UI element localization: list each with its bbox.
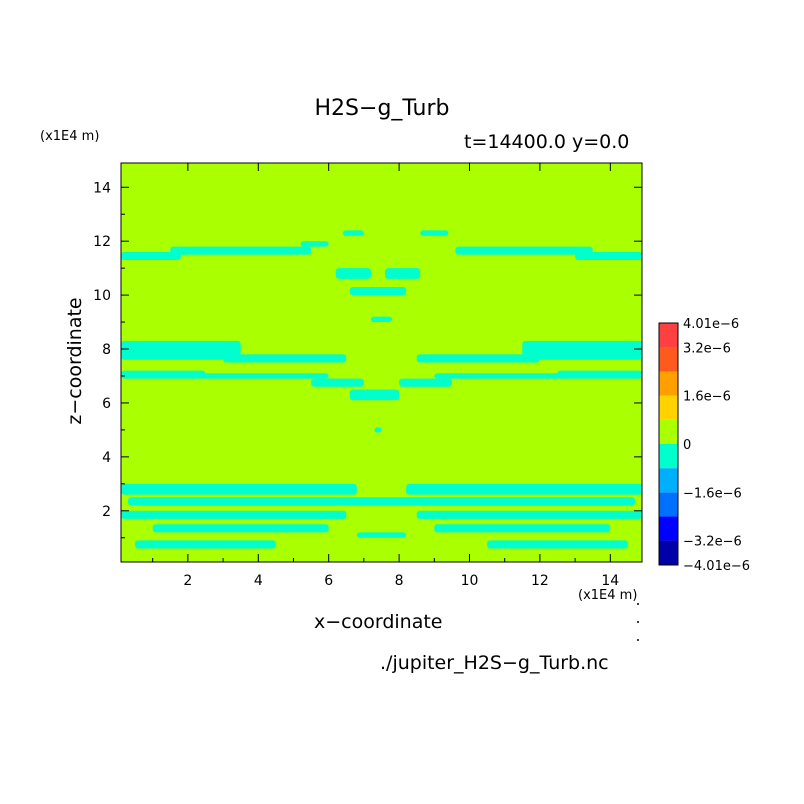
colorbar-tick-label: −4.01e−6 <box>683 559 750 574</box>
colorbar-band <box>659 347 678 372</box>
colorbar-tick-label: 4.01e−6 <box>683 317 739 332</box>
negative-anomaly-region <box>522 340 642 360</box>
negative-anomaly-region <box>416 354 540 363</box>
negative-anomaly-region <box>374 427 382 433</box>
chart-title: H2S−g_Turb <box>314 96 450 121</box>
heatmap-field <box>121 163 642 562</box>
negative-anomaly-region <box>406 483 642 495</box>
x-axis-label: x−coordinate <box>314 611 443 633</box>
colorbar-band <box>659 323 678 348</box>
plot-axes: 2 4 6 8 10 12 14 2 4 6 8 10 12 14 <box>93 162 643 641</box>
x-tick-label: 12 <box>531 573 549 589</box>
colorbar-tick-label: 3.2e−6 <box>683 341 731 356</box>
negative-anomaly-region <box>370 316 393 323</box>
y-tick-label: 6 <box>102 396 111 412</box>
y-axis-label: z−coordinate <box>64 297 86 425</box>
source-file-label: ./jupiter_H2S−g_Turb.nc <box>380 652 609 674</box>
y-tick-label: 10 <box>93 288 111 304</box>
plot-frame <box>120 162 643 563</box>
negative-anomaly-region <box>121 510 347 519</box>
negative-anomaly-region <box>434 524 611 533</box>
negative-anomaly-region <box>311 378 364 387</box>
y-tick-label: 2 <box>102 504 111 520</box>
x-tick-label: 14 <box>601 573 619 589</box>
negative-anomaly-region <box>434 373 565 379</box>
y-tick-label: 12 <box>93 234 111 250</box>
field-background <box>121 163 642 562</box>
negative-anomaly-region <box>135 540 276 549</box>
colorbar-tick-label: 0 <box>683 438 691 453</box>
colorbar: 4.01e−6 3.2e−6 1.6e−6 0 −1.6e−6 −3.2e−6 −4.01e… <box>658 317 750 574</box>
dot-mark <box>637 639 639 641</box>
chart-subtitle: t=14400.0 y=0.0 <box>464 131 630 153</box>
colorbar-tick-label: −1.6e−6 <box>683 486 742 501</box>
colorbar-tick-label: −3.2e−6 <box>683 535 742 550</box>
colorbar-band <box>659 516 678 541</box>
negative-anomaly-region <box>399 378 452 387</box>
dot-mark <box>637 621 639 623</box>
negative-anomaly-region <box>356 532 407 538</box>
y-tick-label: 14 <box>93 180 111 196</box>
y-tick-label: 8 <box>102 342 111 358</box>
x-tick-label: 6 <box>324 573 333 589</box>
colorbar-frame <box>658 322 679 566</box>
dot-mark <box>637 603 639 605</box>
negative-anomaly-region <box>335 268 371 279</box>
colorbar-band <box>659 492 678 517</box>
x-tick-label: 4 <box>254 573 263 589</box>
negative-anomaly-region <box>198 373 329 379</box>
colorbar-band <box>659 540 678 565</box>
negative-anomaly-region <box>300 241 329 247</box>
colorbar-tick-label: 1.6e−6 <box>683 390 731 405</box>
negative-anomaly-region <box>342 230 364 236</box>
negative-anomaly-region <box>575 251 642 261</box>
negative-anomaly-region <box>455 246 593 255</box>
negative-anomaly-region <box>420 230 449 236</box>
negative-anomaly-region <box>128 497 635 506</box>
negative-anomaly-region <box>121 483 357 495</box>
negative-anomaly-region <box>121 251 181 261</box>
x-tick-label: 8 <box>395 573 404 589</box>
negative-anomaly-region <box>416 510 642 519</box>
negative-anomaly-region <box>152 524 329 533</box>
y-tick-label: 4 <box>102 450 111 466</box>
negative-anomaly-region <box>349 287 407 296</box>
colorbar-band <box>659 419 678 444</box>
colorbar-band <box>659 395 678 420</box>
negative-anomaly-region <box>385 268 421 279</box>
negative-anomaly-region <box>121 370 206 379</box>
negative-anomaly-region <box>349 389 400 401</box>
colorbar-band <box>659 444 678 469</box>
negative-anomaly-region <box>557 370 642 379</box>
y-axis-unit: (x1E4 m) <box>40 129 100 144</box>
negative-anomaly-region <box>223 354 347 363</box>
x-tick-label: 10 <box>461 573 479 589</box>
negative-anomaly-region <box>487 540 628 549</box>
x-axis-unit: (x1E4 m) <box>578 588 638 603</box>
colorbar-band <box>659 371 678 396</box>
negative-anomaly-region <box>121 340 241 360</box>
negative-anomaly-region <box>170 246 312 255</box>
colorbar-band <box>659 468 678 493</box>
x-tick-label: 2 <box>183 573 192 589</box>
